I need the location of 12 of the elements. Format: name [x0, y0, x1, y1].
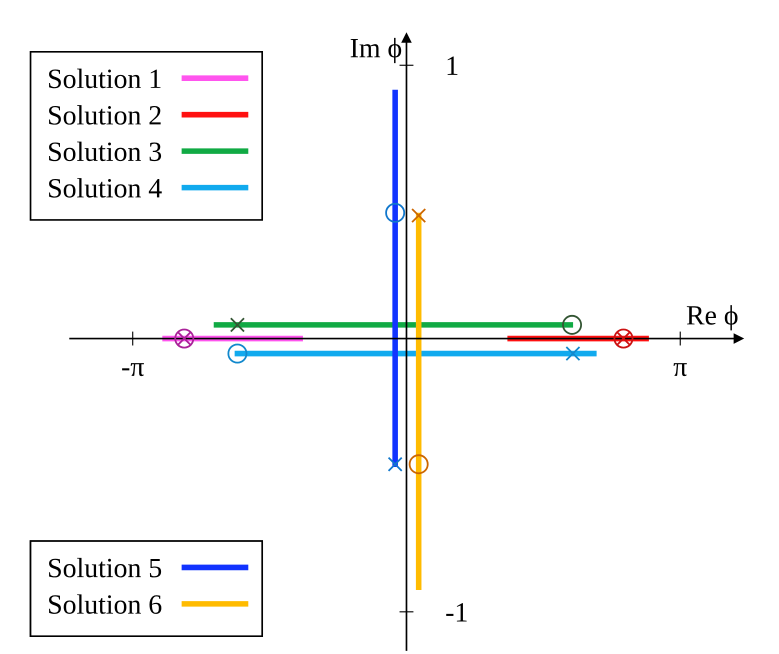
x-tick-label: -π: [122, 363, 144, 376]
legend-label: Solution 4: [49, 178, 162, 198]
x-tick-label: π: [674, 363, 687, 376]
legend-label: Solution 5: [49, 558, 162, 578]
y-tick-label: 1: [448, 56, 458, 75]
legend-label: Solution 1: [49, 68, 161, 88]
legend-label: Solution 2: [49, 105, 161, 125]
y-tick-label: -1: [446, 603, 467, 622]
y-axis-title: Im ϕ: [350, 38, 402, 64]
legend-label: Solution 3: [49, 142, 162, 162]
x-axis-title: Re ϕ: [686, 305, 738, 330]
legend-label: Solution 6: [49, 594, 162, 614]
